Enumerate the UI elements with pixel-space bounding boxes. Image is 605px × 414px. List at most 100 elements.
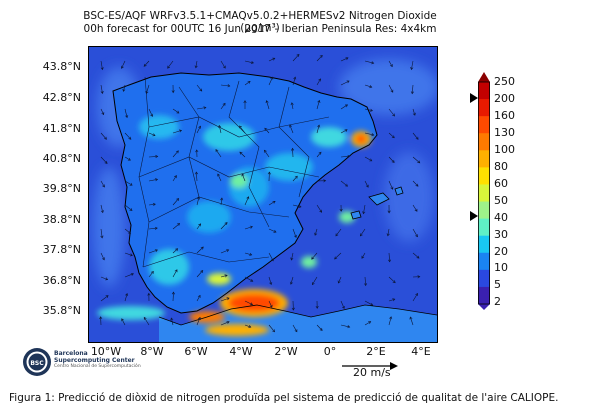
colorbar-band	[478, 133, 490, 151]
wind-vector-head	[243, 100, 247, 104]
wind-vector-head	[249, 252, 253, 256]
wind-vector	[121, 318, 126, 326]
wind-vector-head	[273, 229, 277, 233]
wind-vector-head	[152, 202, 156, 207]
wind-vector	[121, 60, 126, 69]
wind-vector	[220, 84, 230, 87]
wind-vector-head	[218, 124, 222, 128]
wind-vector-head	[293, 76, 297, 80]
wind-vector-head	[143, 316, 147, 320]
lat-tick-label: 39.8°N	[42, 182, 81, 195]
wind-vector	[316, 204, 322, 213]
wind-vector-head	[167, 65, 171, 69]
colorbar-threshold-marker-40	[470, 211, 478, 221]
wind-vector-head	[104, 136, 107, 140]
wind-vector	[220, 275, 228, 278]
wind-vector	[292, 77, 296, 86]
wind-vector-head	[170, 317, 174, 321]
wind-vector-head	[145, 91, 149, 95]
wind-vector-head	[311, 256, 315, 260]
wind-vector-head	[179, 129, 183, 133]
wind-vector	[172, 108, 180, 114]
wind-vector	[172, 198, 179, 206]
wind-vector-head	[127, 230, 131, 234]
wind-vector-head	[215, 149, 219, 153]
wind-vector-head	[317, 124, 321, 128]
wind-vector-head	[410, 91, 414, 95]
wind-vector	[363, 204, 366, 214]
wind-vector	[100, 252, 105, 261]
wind-vector-head	[410, 66, 414, 71]
wind-vector-head	[249, 302, 254, 306]
region-borders	[138, 76, 330, 268]
wind-vector	[171, 318, 174, 326]
wind-vector	[340, 155, 350, 158]
wind-vector	[195, 60, 198, 68]
wind-vector	[412, 156, 420, 164]
wind-vector	[148, 203, 156, 206]
wind-vector-head	[344, 129, 348, 132]
wind-vector-head	[125, 293, 129, 297]
wind-vector-head	[290, 257, 294, 261]
wind-vector	[244, 226, 253, 230]
wind-vector	[220, 222, 228, 230]
wind-vector	[312, 276, 318, 285]
map-title-line-1: BSC-ES/AQF WRFv3.5.1+CMAQv5.0.2+HERMESv2…	[83, 10, 437, 34]
wind-vector-head	[197, 316, 201, 320]
wind-vector	[340, 324, 350, 328]
wind-vector-head	[248, 325, 252, 328]
wind-vector	[388, 298, 395, 302]
wind-vector	[316, 152, 322, 158]
colorbar	[478, 72, 490, 310]
lat-tick-label: 37.8°N	[42, 243, 81, 256]
wind-vector	[410, 316, 414, 326]
wind-vector	[196, 172, 198, 182]
wind-vector-head	[174, 269, 178, 273]
wind-vector	[244, 252, 252, 256]
wind-vector	[196, 317, 201, 326]
wind-vector	[314, 228, 318, 236]
wind-vector	[146, 84, 150, 94]
wind-vector-head	[392, 280, 396, 284]
wind-vector-head	[388, 259, 392, 263]
wind-vector-head	[121, 65, 124, 69]
wind-vector	[412, 132, 419, 140]
wind-vector-head	[294, 329, 298, 333]
wind-vector	[172, 292, 174, 302]
wind-vector	[411, 84, 414, 94]
map-title-line-2: 00h forecast for 00UTC 16 Jun 2017 - Ibe…	[83, 23, 437, 35]
wind-vector-head	[195, 149, 199, 153]
wind-vector-head	[154, 178, 159, 182]
wind-vector	[148, 179, 158, 182]
wind-vector	[388, 252, 390, 262]
wind-vector-head	[250, 278, 254, 282]
wind-vector-head	[290, 102, 294, 106]
wind-vector-head	[175, 150, 179, 154]
colorbar-band	[478, 252, 490, 271]
wind-vector	[124, 293, 128, 302]
wind-vector	[412, 228, 418, 237]
colorbar-band	[478, 184, 490, 203]
colorbar-band	[478, 286, 490, 305]
wind-vector-head	[392, 113, 395, 117]
wind-vector	[335, 228, 342, 237]
wind-vector-head	[289, 281, 293, 285]
lat-tick-label: 35.8°N	[42, 304, 81, 317]
wind-vector	[364, 180, 369, 188]
lat-tick-label: 42.8°N	[42, 91, 81, 104]
wind-vector	[220, 103, 226, 110]
wind-vector-head	[125, 115, 129, 119]
wind-vector-head	[294, 234, 297, 238]
wind-vector-head	[239, 151, 243, 155]
wind-vector-head	[319, 327, 323, 331]
wind-vector	[172, 130, 182, 134]
wind-vector-head	[409, 316, 413, 320]
wind-vector	[316, 124, 320, 134]
wind-vector-head	[312, 282, 315, 286]
wind-vector	[172, 175, 177, 182]
wind-vector	[268, 276, 272, 285]
wind-vector-head	[412, 112, 416, 116]
wind-vector-head	[347, 325, 351, 329]
wind-vector-head	[171, 90, 175, 94]
wind-vector-head	[272, 329, 275, 333]
